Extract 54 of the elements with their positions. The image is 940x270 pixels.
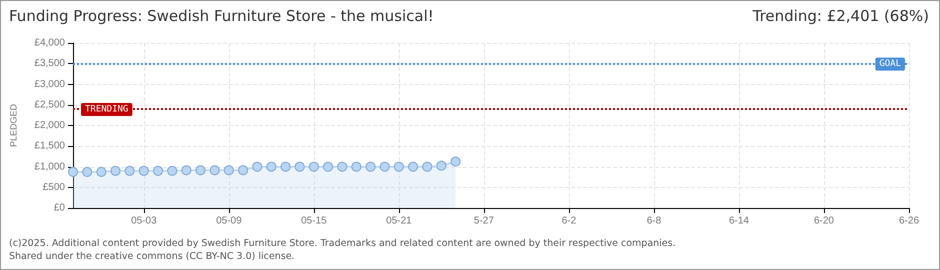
point [196, 165, 206, 176]
x-tick-label: 5-27 [474, 216, 494, 226]
x-tick-label: 6-8 [646, 216, 662, 226]
x-tick-label: 6-14 [728, 216, 750, 226]
ref-line-label: TRENDING [85, 104, 128, 114]
point [238, 165, 248, 176]
point [422, 162, 432, 172]
ref-line-label: GOAL [879, 59, 901, 70]
y-tick-label: £3,000 [34, 78, 66, 90]
point [110, 166, 121, 176]
text: Shared under the creative commons (CC BY-NC 3.0) license. [9, 251, 295, 262]
chart-title: Funding Progress: Swedish Furniture Store - the musical! [9, 7, 434, 25]
x-tick-label: 05-21 [386, 216, 412, 226]
point [181, 165, 192, 176]
x-tick-label: 6-20 [814, 216, 834, 226]
point [82, 166, 92, 177]
point [408, 162, 418, 172]
x-tick-label: 05-09 [216, 216, 242, 226]
point [280, 162, 291, 172]
y-tick-label: £0 [54, 202, 66, 214]
point [252, 162, 262, 172]
point [294, 162, 305, 172]
point [210, 165, 220, 176]
point [96, 166, 106, 177]
text: (c)2025. Additional content provided by Swedish Furniture Store. Trademarks and related content are owned by their respective companies. [9, 238, 676, 249]
y-tick-label: £1,000 [34, 161, 66, 172]
point [153, 166, 164, 176]
y-axis-title: PLEDGED [8, 103, 18, 148]
chart-subtitle: Trending: £2,401 (68%) [752, 7, 929, 25]
y-tick-label: £500 [42, 182, 66, 193]
point [394, 162, 404, 172]
y-tick-label: £1,500 [34, 140, 66, 152]
point [366, 162, 376, 172]
x-tick-label: 05-03 [131, 216, 158, 226]
point [167, 166, 178, 176]
point [138, 166, 149, 176]
point [450, 156, 461, 167]
x-tick-label: 6-2 [562, 216, 577, 226]
point [351, 162, 362, 172]
point [380, 162, 390, 172]
x-tick-label: 05-15 [301, 216, 328, 226]
point [337, 162, 348, 172]
point [436, 160, 446, 171]
point [224, 165, 234, 176]
point [124, 166, 135, 176]
y-tick-label: £2,500 [34, 99, 66, 110]
x-tick-label: 6-26 [898, 216, 920, 226]
y-tick-label: £3,500 [34, 58, 66, 70]
point [323, 162, 334, 172]
point [266, 162, 276, 172]
y-tick-label: £2,000 [34, 120, 66, 131]
point [308, 162, 319, 172]
point [68, 166, 78, 177]
y-tick-label: £4,000 [34, 38, 66, 48]
